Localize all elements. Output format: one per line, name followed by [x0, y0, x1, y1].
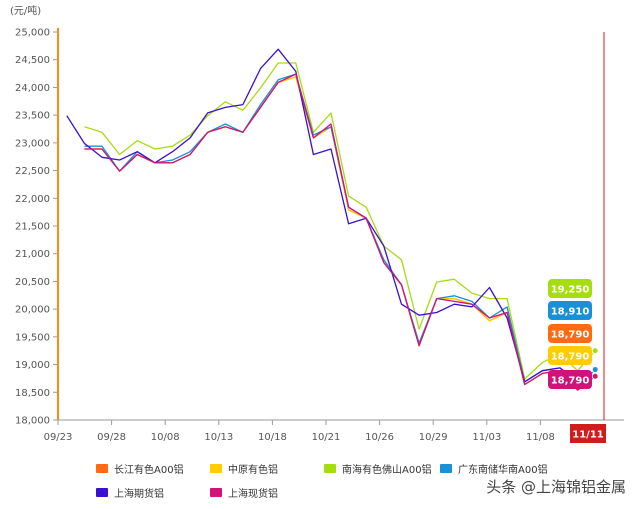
end-value-tag-bg [548, 279, 592, 298]
x-tick-label: 10/26 [365, 432, 394, 443]
y-tick-label: 22,500 [15, 166, 50, 177]
legend-swatch [210, 463, 222, 473]
series-line-4 [66, 48, 579, 383]
end-value-tag: 18,910 [548, 301, 592, 320]
y-tick-label: 18,000 [15, 416, 50, 427]
x-tick-label: 10/21 [312, 432, 341, 443]
end-value-tag-text: 18,790 [551, 330, 590, 341]
y-tick-label: 21,000 [15, 249, 50, 260]
legend-item-shanghai-spot[interactable]: 上海现货铝 [210, 484, 278, 500]
x-tick-label: 11/08 [526, 432, 555, 443]
legend-swatch [96, 487, 108, 497]
end-value-tag-text: 19,250 [551, 285, 590, 296]
y-tick-label: 24,000 [15, 83, 50, 94]
end-value-tag-bg [548, 370, 592, 389]
y-tick-label: 20,500 [15, 277, 50, 288]
legend-label: 长江有色A00铝 [114, 464, 184, 476]
legend-item-changjiang[interactable]: 长江有色A00铝 [96, 460, 184, 476]
legend-item-shfe[interactable]: 上海期货铝 [96, 484, 164, 500]
series-line-1 [84, 76, 596, 391]
end-value-tag-bg [548, 301, 592, 320]
legend-swatch [96, 463, 108, 473]
series-end-point-2 [591, 347, 599, 355]
y-tick-label: 25,000 [15, 28, 50, 39]
legend-label: 上海现货铝 [228, 488, 278, 500]
x-tick-label: 09/28 [97, 432, 126, 443]
end-value-tag-text: 18,790 [551, 352, 590, 363]
x-tick-label: 11/03 [472, 432, 501, 443]
series-end-point-5 [591, 372, 599, 380]
y-tick-label: 19,000 [15, 360, 50, 371]
legend-item-nanhai[interactable]: 南海有色佛山A00铝 [324, 460, 432, 476]
legend-swatch [324, 463, 336, 473]
legend-label: 广东南储华南A00铝 [458, 464, 548, 476]
x-tick-label: 09/23 [44, 432, 73, 443]
legend-item-guangdong[interactable]: 广东南储华南A00铝 [440, 460, 548, 476]
legend-item-zhongyuan[interactable]: 中原有色铝 [210, 460, 278, 476]
series-end-point-3 [591, 366, 599, 374]
series-line-3 [84, 73, 596, 388]
end-value-tag: 18,790 [548, 324, 592, 343]
legend-swatch [440, 463, 452, 473]
x-tick-label: 10/29 [419, 432, 448, 443]
legend-label: 上海期货铝 [114, 488, 164, 500]
series-line-2 [84, 62, 596, 380]
series-line-5 [84, 73, 596, 391]
y-tick-label: 24,500 [15, 55, 50, 66]
y-tick-label: 18,500 [15, 388, 50, 399]
end-value-tag: 18,790 [548, 370, 592, 389]
x-tick-label: 10/18 [258, 432, 287, 443]
end-value-tag-bg [548, 346, 592, 365]
end-value-tag-text: 18,790 [551, 376, 590, 387]
highlight-date-tag-text: 11/11 [572, 430, 604, 441]
end-value-tag: 18,790 [548, 346, 592, 365]
x-tick-label: 10/13 [204, 432, 233, 443]
y-tick-label: 21,500 [15, 222, 50, 233]
highlight-date-tag: 11/11 [570, 424, 606, 443]
legend-label: 南海有色佛山A00铝 [342, 464, 432, 476]
legend-label: 中原有色铝 [228, 464, 278, 476]
end-value-tag: 19,250 [548, 279, 592, 298]
y-tick-label: 19,500 [15, 332, 50, 343]
end-value-tag-text: 18,910 [551, 307, 590, 318]
y-tick-label: 22,000 [15, 194, 50, 205]
x-tick-label: 10/08 [151, 432, 180, 443]
y-tick-label: 23,000 [15, 138, 50, 149]
y-tick-label: 23,500 [15, 111, 50, 122]
highlight-date-tag-bg [570, 424, 606, 443]
y-unit-label: (元/吨) [10, 4, 41, 17]
series-line-0 [84, 76, 596, 391]
legend-swatch [210, 487, 222, 497]
y-tick-label: 20,000 [15, 305, 50, 316]
end-value-tag-bg [548, 324, 592, 343]
watermark: 头条 @上海锦铝金属 [486, 478, 626, 496]
